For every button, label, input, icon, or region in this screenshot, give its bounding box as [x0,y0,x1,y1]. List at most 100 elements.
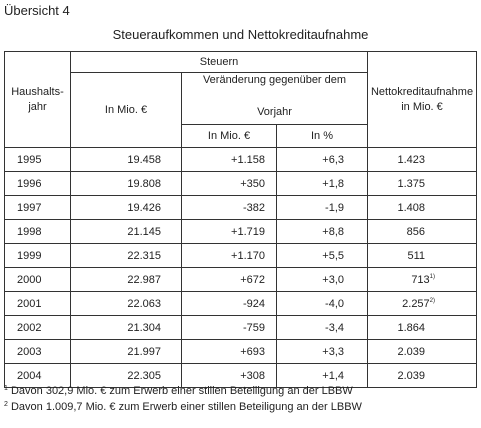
header-steuern-in-mio: In Mio. € [70,72,182,148]
header-nettokreditaufnahme: Nettokreditaufnahme in Mio. € [367,51,478,148]
cell-change-pct: +3,0 [275,267,369,292]
cell-steuern-mio-value: 21.145 [127,225,161,238]
cell-steuern-mio: 22.987 [70,267,182,292]
cell-nettokredit: 7131) [367,267,478,292]
cell-year-value: 2003 [17,345,42,358]
cell-year-value: 1996 [17,177,42,190]
cell-steuern-mio-value: 19.808 [127,177,161,190]
cell-nettokredit: 2.039 [367,339,478,364]
cell-nettokredit: 511 [367,243,478,268]
cell-change-mio-value: +350 [240,177,265,190]
cell-steuern-mio-value: 21.304 [127,321,161,334]
cell-year-value: 1999 [17,249,42,262]
cell-steuern-mio: 19.458 [70,147,182,172]
cell-year: 2001 [4,291,71,316]
table-row: 1995 19.458 +1.158 +6,3 1.423 [4,147,478,172]
cell-nettokredit-value: 1.408 [397,201,426,214]
cell-change-pct-value: +1,8 [322,177,345,190]
cell-year: 2002 [4,315,71,340]
cell-steuern-mio-value: 22.063 [127,297,161,310]
cell-change-mio-value: +1.158 [231,153,265,166]
cell-change-pct-value: -1,9 [325,201,345,214]
footnote-marker: 2) [429,297,436,304]
cell-change-pct-value: -3,4 [325,321,345,334]
table-row: 1998 21.145 +1.719 +8,8 856 [4,219,478,244]
cell-steuern-mio: 22.315 [70,243,182,268]
cell-change-mio-value: -759 [242,321,265,334]
header-veraenderung-line1: Veränderung gegenüber dem [202,74,347,86]
cell-change-mio-value: -924 [242,297,265,310]
cell-change-pct: +8,8 [275,219,369,244]
header-netto-line1: Nettokreditaufnahme [370,85,474,98]
cell-change-mio-value: +672 [240,273,265,286]
cell-change-pct-value: +5,5 [322,249,345,262]
table-row: 1996 19.808 +350 +1,8 1.375 [4,171,478,196]
cell-nettokredit-value: 511 [407,249,426,262]
cell-change-pct: +1,8 [275,171,369,196]
table-body: 1995 19.458 +1.158 +6,3 1.423 1996 19.808 +350 +… [4,147,478,388]
tax-revenue-table: Haushalts- jahr Steuern Nettokreditaufna… [4,51,478,388]
cell-change-pct-value: +3,3 [322,345,345,358]
cell-year-value: 2002 [17,321,42,334]
cell-change-pct-value: +3,0 [322,273,345,286]
cell-change-mio-value: +308 [240,369,265,382]
cell-steuern-mio-value: 19.426 [127,201,161,214]
cell-change-mio-value: +1.170 [231,249,265,262]
table-title: Steueraufkommen und Nettokreditaufnahme [112,27,369,42]
cell-nettokredit-value: 856 [406,225,426,238]
cell-nettokredit-value: 713 [411,273,430,286]
cell-change-mio-value: -382 [242,201,265,214]
cell-steuern-mio: 21.304 [70,315,182,340]
cell-year: 1998 [4,219,71,244]
cell-change-pct-value: +6,3 [322,153,345,166]
cell-year: 2004 [4,363,71,388]
footnote-1-text: Davon 302,9 Mio. € zum Erwerb einer stil… [10,385,353,397]
cell-year-value: 2001 [17,297,42,310]
cell-change-mio: +1.170 [181,243,277,268]
cell-change-pct: +5,5 [275,243,369,268]
table-row: 2003 21.997 +693 +3,3 2.039 [4,339,478,364]
cell-steuern-mio: 21.145 [70,219,182,244]
cell-change-mio: -924 [181,291,277,316]
cell-year: 1999 [4,243,71,268]
header-veraenderung-line2: Vorjahr [257,106,292,118]
cell-steuern-mio-value: 21.997 [127,345,161,358]
cell-change-mio: -382 [181,195,277,220]
cell-nettokredit: 2.039 [367,363,478,388]
cell-nettokredit-value: 2.257 [402,297,430,310]
cell-change-pct: -4,0 [275,291,369,316]
cell-change-mio: +308 [181,363,277,388]
cell-nettokredit-value: 1.423 [397,153,426,166]
header-chg-in-pct: In % [275,124,369,148]
table-row: 2004 22.305 +308 +1,4 2.039 [4,363,478,388]
table-row: 2000 22.987 +672 +3,0 7131) [4,267,478,292]
cell-steuern-mio: 19.808 [70,171,182,196]
footnote-2-text: Davon 1.009,7 Mio. € zum Erwerb einer st… [10,401,362,413]
cell-nettokredit: 1.408 [367,195,478,220]
cell-change-pct: +6,3 [275,147,369,172]
table-row: 2001 22.063 -924 -4,0 2.2572) [4,291,478,316]
cell-change-pct: -1,9 [275,195,369,220]
footnote-2: 2 Davon 1.009,7 Mio. € zum Erwerb einer … [4,401,362,413]
footnote-marker: 1) [429,273,436,280]
cell-change-mio: +1.719 [181,219,277,244]
cell-nettokredit-value: 1.864 [397,321,426,334]
header-haushaltsjahr-line1: Haushalts- [11,85,64,98]
cell-nettokredit-value: 2.039 [397,369,426,382]
cell-change-mio-value: +1.719 [231,225,265,238]
cell-nettokredit: 1.375 [367,171,478,196]
header-steuern: Steuern [69,51,369,73]
cell-year-value: 1995 [17,153,42,166]
cell-nettokredit: 1.423 [367,147,478,172]
cell-nettokredit-value: 2.039 [397,345,426,358]
cell-steuern-mio-value: 22.987 [127,273,161,286]
cell-nettokredit-value: 1.375 [397,177,426,190]
cell-change-pct: +3,3 [275,339,369,364]
cell-steuern-mio-value: 22.305 [127,369,161,382]
cell-change-pct: -3,4 [275,315,369,340]
cell-year: 2003 [4,339,71,364]
cell-change-mio: +1.158 [181,147,277,172]
cell-steuern-mio-value: 19.458 [127,153,161,166]
cell-year: 1997 [4,195,71,220]
footnote-1-mark: 1 [4,385,8,392]
